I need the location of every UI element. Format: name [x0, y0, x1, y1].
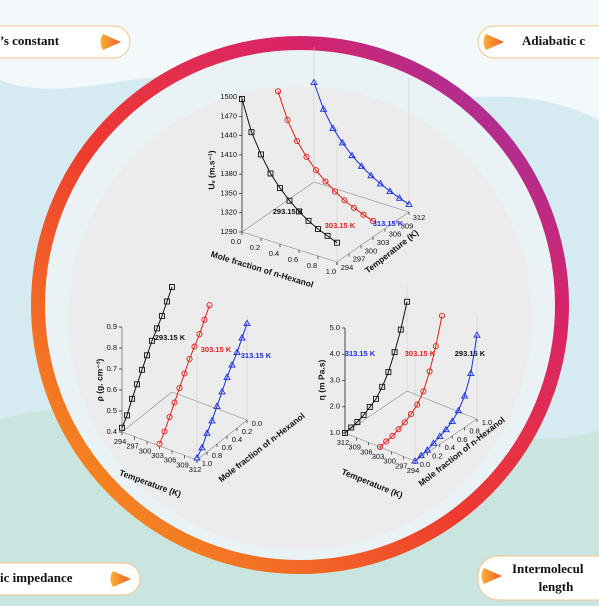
z-tick-label: 303 [151, 451, 164, 460]
z-tick-label: 306 [164, 456, 177, 465]
y-tick-label: 1350 [220, 188, 237, 197]
x-tick-label: 0.2 [242, 427, 252, 436]
z-tick-label: 294 [341, 263, 354, 272]
y-tick-label: 4.0 [330, 349, 340, 358]
y-tick-label: 0.6 [107, 385, 117, 394]
x-tick-label: 0.0 [420, 460, 430, 469]
x-tick-label: 0.8 [307, 261, 317, 270]
x-tick-label: 0.6 [222, 443, 232, 452]
corner-text: length [539, 579, 574, 594]
y-tick-label: 1410 [220, 150, 237, 159]
y-tick-label: 3.0 [330, 375, 340, 384]
y-tick-label: 0.4 [107, 427, 117, 436]
z-tick-label: 312 [337, 438, 350, 447]
z-tick-label: 297 [353, 255, 366, 264]
corner-label: Adiabatic c [478, 26, 599, 58]
z-tick-label: 306 [389, 230, 402, 239]
y-tick-label: 1440 [220, 131, 237, 140]
y-tick-label: 0.7 [107, 364, 117, 373]
corner-text: Intermolecul [512, 561, 584, 576]
z-tick-label: 312 [413, 213, 426, 222]
y-axis-title: Uᵥ (m.s⁻¹) [206, 150, 216, 189]
y-tick-label: 0.8 [107, 343, 117, 352]
y-axis-title: ρ (g. cm⁻³) [94, 358, 104, 401]
z-tick-label: 297 [126, 442, 139, 451]
series-label: 293.15 K [273, 207, 304, 216]
x-tick-label: 0.4 [269, 249, 279, 258]
x-tick-label: 1.0 [326, 267, 336, 276]
y-tick-label: 1380 [220, 169, 237, 178]
corner-label: Intermolecul length [478, 556, 599, 600]
x-tick-label: 0.0 [252, 419, 262, 428]
y-tick-label: 2.0 [330, 402, 340, 411]
z-tick-label: 303 [377, 238, 390, 247]
x-tick-label: 0.6 [288, 255, 298, 264]
y-tick-label: 1500 [220, 92, 237, 101]
corner-label: ic impedance [0, 563, 140, 595]
z-tick-label: 297 [395, 461, 408, 470]
y-axis-title: η (m Pa.s) [316, 360, 326, 401]
corner-text: Adiabatic c [522, 33, 585, 48]
z-tick-label: 306 [360, 447, 373, 456]
y-tick-label: 1.0 [330, 428, 340, 437]
z-tick-label: 300 [365, 246, 378, 255]
y-tick-label: 1320 [220, 208, 237, 217]
series-label: 313.15 K [373, 219, 404, 228]
corner-text: ’s constant [0, 33, 60, 48]
corner-text: ic impedance [0, 570, 73, 585]
z-tick-label: 300 [139, 446, 152, 455]
x-tick-label: 1.0 [202, 459, 212, 468]
y-tick-label: 1290 [220, 227, 237, 236]
y-tick-label: 1470 [220, 111, 237, 120]
y-tick-label: 0.9 [107, 322, 117, 331]
z-tick-label: 294 [407, 466, 420, 475]
z-tick-label: 312 [189, 465, 202, 474]
series-label: 313.15 K [241, 351, 272, 360]
x-tick-label: 0.0 [231, 237, 241, 246]
z-tick-label: 294 [114, 437, 127, 446]
series-label: 303.15 K [325, 221, 356, 230]
series-label: 313.15 K [345, 349, 376, 358]
x-tick-label: 0.2 [250, 243, 260, 252]
y-tick-label: 5.0 [330, 323, 340, 332]
series-label: 303.15 K [405, 349, 436, 358]
x-tick-label: 0.2 [432, 452, 442, 461]
corner-label: ’s constant [0, 26, 130, 58]
y-tick-label: 0.5 [107, 406, 117, 415]
x-tick-label: 0.8 [212, 451, 222, 460]
graphical-abstract: ’s constant Adiabatic c ic impedance Int… [0, 0, 599, 606]
series-label: 303.15 K [201, 345, 232, 354]
z-tick-label: 303 [372, 452, 385, 461]
series-label: 293.15 K [155, 333, 186, 342]
x-tick-label: 0.4 [232, 435, 242, 444]
series-label: 293.15 K [455, 349, 486, 358]
z-tick-label: 300 [383, 457, 396, 466]
z-tick-label: 309 [348, 443, 361, 452]
z-tick-label: 309 [176, 460, 189, 469]
